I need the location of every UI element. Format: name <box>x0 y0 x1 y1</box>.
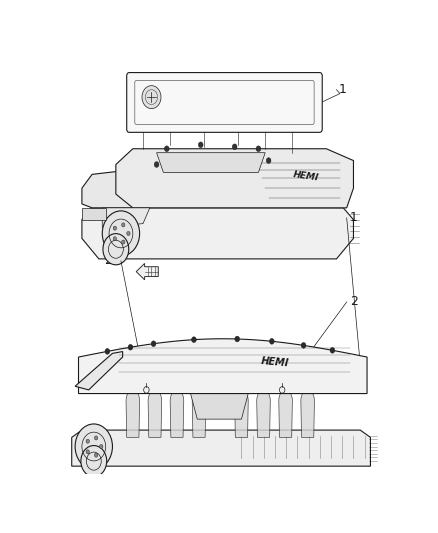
Circle shape <box>103 233 129 265</box>
Circle shape <box>330 348 335 353</box>
Polygon shape <box>82 208 353 259</box>
Polygon shape <box>301 390 314 438</box>
Circle shape <box>128 344 133 350</box>
FancyBboxPatch shape <box>127 72 322 132</box>
Polygon shape <box>235 390 248 438</box>
Polygon shape <box>82 208 106 220</box>
Polygon shape <box>170 390 184 438</box>
Polygon shape <box>148 390 162 438</box>
Circle shape <box>86 439 89 443</box>
Circle shape <box>151 341 156 346</box>
Circle shape <box>105 349 110 354</box>
Polygon shape <box>136 263 158 280</box>
Circle shape <box>142 86 161 109</box>
Polygon shape <box>126 390 140 438</box>
Polygon shape <box>191 393 248 419</box>
Circle shape <box>113 237 117 241</box>
Circle shape <box>154 161 159 167</box>
Circle shape <box>164 146 169 151</box>
Circle shape <box>102 211 140 256</box>
Circle shape <box>256 146 261 151</box>
Text: HEMI: HEMI <box>261 356 289 369</box>
Circle shape <box>191 337 196 343</box>
Circle shape <box>232 144 237 150</box>
Circle shape <box>235 336 240 342</box>
Text: HEMI: HEMI <box>293 170 319 183</box>
Polygon shape <box>78 339 367 393</box>
Circle shape <box>269 338 274 344</box>
Circle shape <box>122 240 125 244</box>
Polygon shape <box>72 430 371 466</box>
Circle shape <box>122 223 125 227</box>
Polygon shape <box>116 149 353 208</box>
Polygon shape <box>156 152 265 172</box>
Text: 2: 2 <box>105 254 113 268</box>
Text: 1: 1 <box>338 83 346 96</box>
Circle shape <box>75 424 113 469</box>
Circle shape <box>86 450 89 454</box>
Text: 1: 1 <box>350 212 358 224</box>
Polygon shape <box>82 168 156 208</box>
Polygon shape <box>257 390 270 438</box>
Polygon shape <box>192 390 206 438</box>
Polygon shape <box>75 352 123 390</box>
Circle shape <box>99 445 103 449</box>
Polygon shape <box>279 390 293 438</box>
Text: 2: 2 <box>350 295 358 309</box>
Circle shape <box>95 453 98 457</box>
Polygon shape <box>102 208 150 228</box>
Circle shape <box>301 343 306 348</box>
Circle shape <box>81 446 107 477</box>
Circle shape <box>113 226 117 230</box>
Circle shape <box>95 436 98 440</box>
Circle shape <box>198 142 203 148</box>
Circle shape <box>266 158 271 164</box>
Circle shape <box>127 231 130 236</box>
